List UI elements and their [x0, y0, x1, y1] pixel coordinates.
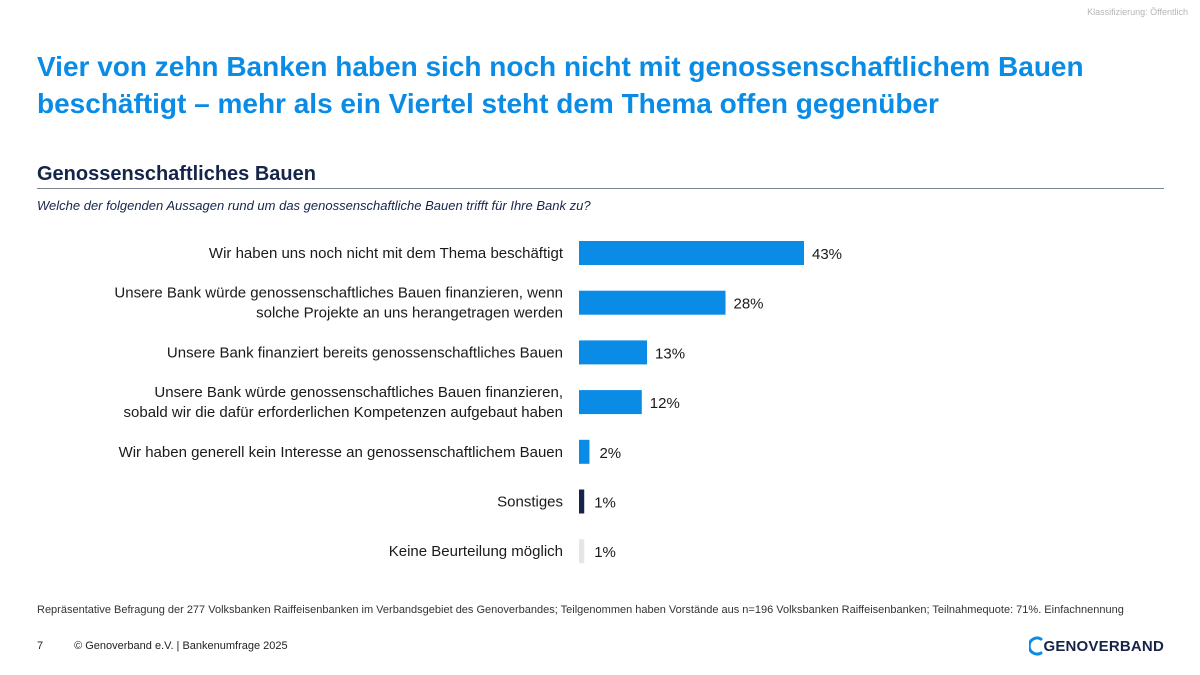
bar-4: [579, 439, 590, 464]
category-label-line: Keine Beurteilung möglich: [389, 543, 563, 560]
category-label-2: Unsere Bank finanziert bereits genossens…: [167, 344, 563, 361]
genoverband-logo: GENOVERBAND: [1029, 636, 1164, 656]
section-divider: [37, 188, 1164, 189]
copyright-text: © Genoverband e.V. | Bankenumfrage 2025: [74, 640, 288, 652]
value-label-3: 12%: [650, 395, 680, 412]
category-label-line: solche Projekte an uns herangetragen wer…: [256, 305, 563, 322]
page-title: Vier von zehn Banken haben sich noch nic…: [37, 51, 1084, 119]
category-label-line: Unsere Bank finanziert bereits genossens…: [167, 344, 563, 361]
category-label-6: Keine Beurteilung möglich: [389, 543, 563, 560]
category-label-line: Unsere Bank würde genossenschaftliches B…: [154, 384, 563, 401]
value-label-1: 28%: [734, 296, 764, 313]
value-label-5: 1%: [594, 495, 616, 512]
category-label-line: Wir haben generell kein Interesse an gen…: [119, 444, 563, 461]
footnote: Repräsentative Befragung der 277 Volksba…: [37, 604, 1124, 616]
category-label-line: Unsere Bank würde genossenschaftliches B…: [114, 285, 563, 302]
genoverband-logo-icon: [1029, 636, 1043, 656]
category-label-5: Sonstiges: [497, 494, 563, 511]
classification-label: Klassifizierung: Öffentlich: [1087, 7, 1188, 17]
bar-3: [579, 390, 642, 415]
page-number: 7: [37, 640, 44, 652]
survey-question: Welche der folgenden Aussagen rund um da…: [37, 198, 591, 213]
category-label-0: Wir haben uns noch nicht mit dem Thema b…: [209, 245, 564, 262]
category-label-line: sobald wir die dafür erforderlichen Komp…: [124, 404, 563, 421]
category-label-4: Wir haben generell kein Interesse an gen…: [119, 444, 563, 461]
footer: 7 © Genoverband e.V. | Bankenumfrage 202…: [37, 640, 288, 652]
bar-2: [579, 340, 648, 365]
value-label-0: 43%: [812, 246, 842, 263]
bar-0: [579, 241, 804, 265]
category-label-1: Unsere Bank würde genossenschaftliches B…: [114, 285, 563, 322]
category-label-line: Wir haben uns noch nicht mit dem Thema b…: [209, 245, 564, 262]
bar-1: [579, 290, 726, 315]
category-label-line: Sonstiges: [497, 494, 563, 511]
bar-6: [579, 539, 585, 564]
logo-text: GENOVERBAND: [1043, 637, 1164, 655]
section-title: Genossenschaftliches Bauen: [37, 163, 316, 185]
bar-5: [579, 489, 585, 514]
value-label-6: 1%: [594, 544, 616, 561]
value-label-2: 13%: [655, 345, 685, 362]
bar-chart: Wir haben uns noch nicht mit dem Thema b…: [114, 241, 842, 564]
category-label-3: Unsere Bank würde genossenschaftliches B…: [124, 384, 563, 421]
value-label-4: 2%: [599, 445, 621, 462]
